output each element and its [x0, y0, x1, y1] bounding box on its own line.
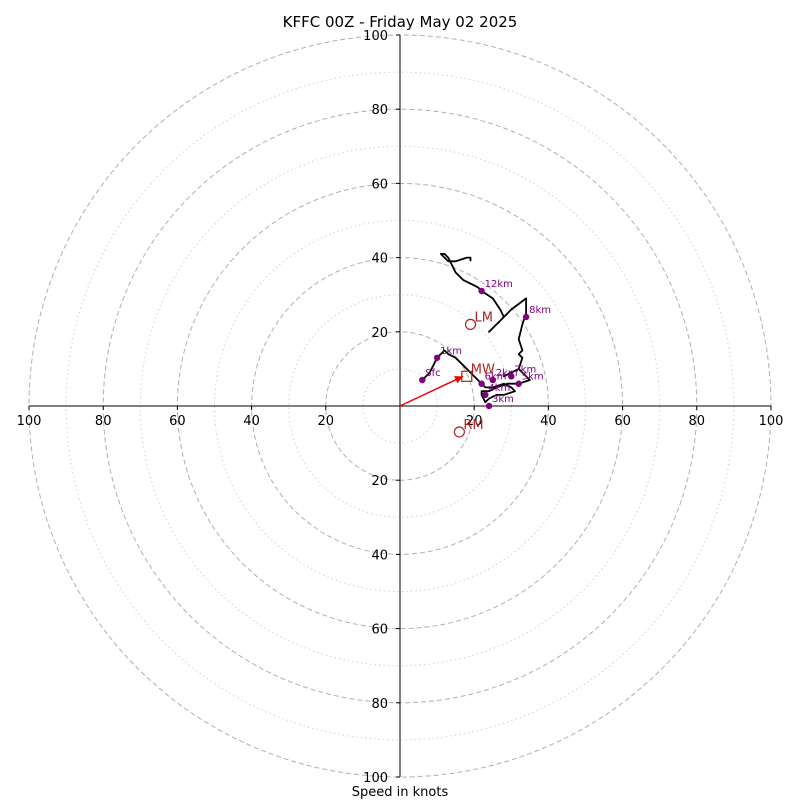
y-tick-label: 100: [363, 29, 388, 44]
height-point-4km: [482, 391, 489, 399]
height-label-5km: 5km: [522, 372, 544, 383]
y-tick-label: 40: [371, 252, 388, 267]
height-label-4km: 4km: [488, 383, 510, 394]
chart-title: KFFC 00Z - Friday May 02 2025: [283, 13, 518, 31]
height-label-3km: 3km: [492, 394, 514, 405]
y-tick-label: 80: [371, 697, 388, 712]
height-point-6km: [478, 380, 485, 387]
y-tick-label: 100: [363, 771, 388, 786]
x-tick-label: 100: [759, 414, 784, 429]
y-tick-label: 60: [371, 177, 388, 192]
y-tick-label: 20: [371, 474, 388, 489]
x-tick-label: 60: [169, 414, 186, 429]
mw-label: MW: [471, 362, 495, 377]
lm-marker: [464, 318, 477, 330]
mw-marker: [461, 370, 473, 382]
y-tick-label: 60: [371, 623, 388, 638]
x-tick-label: 40: [540, 414, 557, 429]
x-tick-label: 80: [689, 414, 706, 429]
rm-label: RM: [463, 418, 483, 433]
height-point-7km: [508, 373, 515, 380]
shear-vector: [399, 375, 464, 407]
x-axis-label: Speed in knots: [352, 785, 449, 800]
x-tick-label: 20: [466, 414, 483, 429]
height-point-8km: [522, 313, 530, 321]
height-point-3km: [485, 402, 493, 410]
height-label-sfc: Sfc: [425, 368, 440, 379]
y-tick-label: 40: [371, 548, 388, 563]
wind-trace: [421, 252, 531, 404]
height-point-5km: [515, 380, 522, 387]
height-label-8km: 8km: [529, 305, 551, 316]
lm-label: LM: [474, 310, 492, 325]
height-label-1km: 1km: [440, 346, 462, 357]
height-label-6km: 6km: [485, 372, 507, 383]
x-tick-label: 80: [95, 414, 112, 429]
shear-vector-arrowhead: [454, 376, 464, 384]
height-label-7km: 7km: [514, 364, 536, 375]
tick-labels: 100 80 60 40 20 20 40 60 80 100 100 80 60 40 20 20 40 60 8…: [17, 29, 784, 786]
x-tick-label: 40: [243, 414, 260, 429]
y-tick-label: 20: [371, 326, 388, 341]
height-point-1km: [433, 354, 441, 361]
storm-motions: LM RM MW: [453, 310, 495, 438]
hodograph-line: [421, 252, 531, 404]
x-tick-label: 60: [614, 414, 631, 429]
shear-vector-line: [399, 375, 464, 407]
height-point-12km: [478, 287, 485, 295]
height-label-12km: 12km: [485, 279, 513, 290]
height-label-2km: 2km: [496, 368, 518, 379]
x-tick-label: 100: [17, 414, 42, 429]
x-tick-label: 20: [318, 414, 335, 429]
y-tick-label: 80: [371, 103, 388, 118]
height-point-2km: [489, 376, 496, 384]
rm-marker: [453, 426, 465, 438]
height-point-sfc: [419, 376, 426, 384]
